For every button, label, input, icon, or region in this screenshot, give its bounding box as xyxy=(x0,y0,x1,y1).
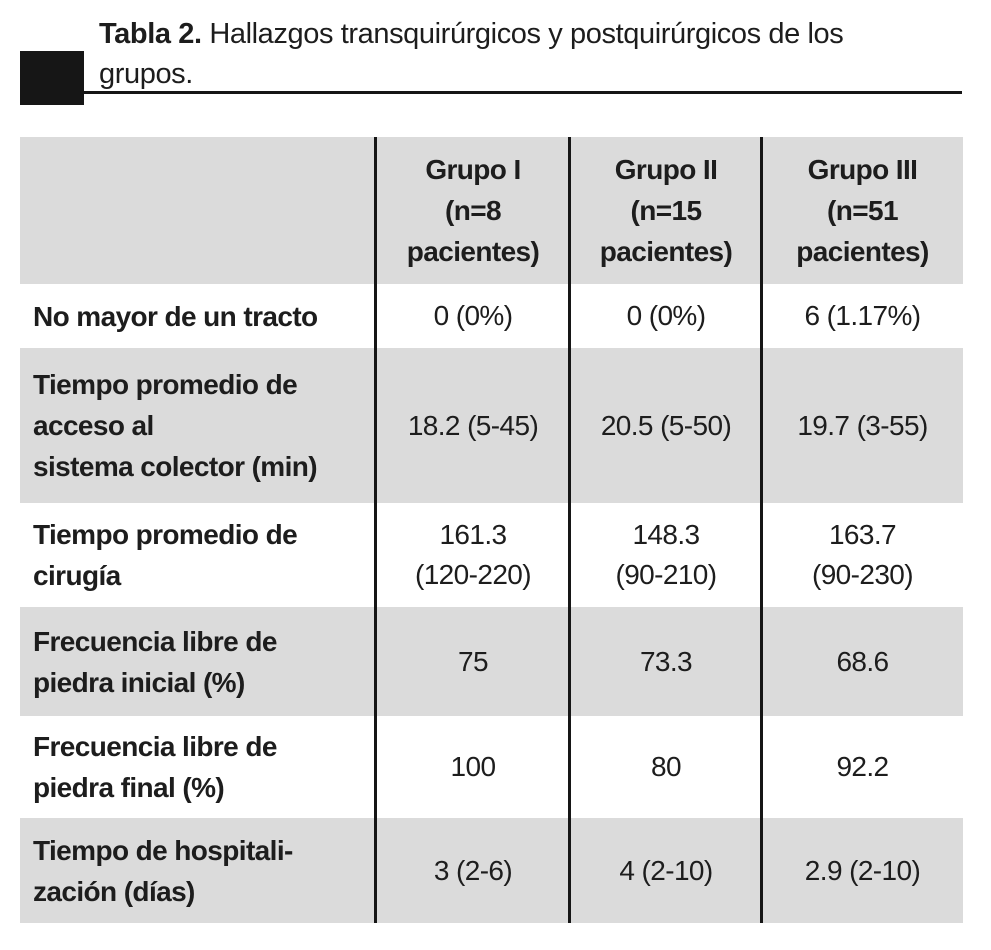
cell-value: 80 xyxy=(651,751,682,782)
row-label-tiempo-acceso: Tiempo promedio de acceso al sistema col… xyxy=(20,348,376,503)
row-label-tiempo-hospitalizacion: Tiempo de hospitali- zación (días) xyxy=(20,818,376,923)
table-caption-text-line1: Hallazgos transquirúrgicos y postquirúrg… xyxy=(209,18,844,50)
table-caption-number: Tabla 2. xyxy=(99,18,202,50)
cell-value: 2.9 (2-10) xyxy=(762,818,963,923)
column-separator-line xyxy=(760,137,763,923)
row-label-tiempo-cirugia: Tiempo promedio de cirugía xyxy=(33,519,298,591)
table-caption-text-line2: grupos. xyxy=(99,58,193,90)
cell-value: 0 (0%) xyxy=(433,300,513,331)
column-separator-line xyxy=(374,137,377,923)
cell-value: 6 (1.17%) xyxy=(804,300,922,331)
cell-value: 20.5 (5-50) xyxy=(570,348,762,503)
cell-value: 0 (0%) xyxy=(626,300,706,331)
cell-value: 148.3 (90-210) xyxy=(615,519,717,590)
row-label-no-mayor-tracto: No mayor de un tracto xyxy=(33,300,318,332)
cell-value: 75 xyxy=(376,607,570,716)
cell-value: 19.7 (3-55) xyxy=(762,348,963,503)
cell-value: 18.2 (5-45) xyxy=(376,348,570,503)
cell-value: 68.6 xyxy=(762,607,963,716)
caption-divider-rule xyxy=(84,91,962,94)
row-label-frecuencia-final: Frecuencia libre de piedra final (%) xyxy=(33,731,277,803)
cell-value: 100 xyxy=(450,751,497,782)
cell-value: 92.2 xyxy=(836,751,889,782)
results-table: Grupo I (n=8 pacientes) Grupo II (n=15 p… xyxy=(20,137,963,923)
cell-value: 163.7 (90-230) xyxy=(811,519,914,590)
row-label-frecuencia-inicial: Frecuencia libre de piedra inicial (%) xyxy=(20,607,376,716)
cell-value: 73.3 xyxy=(570,607,762,716)
cell-value: 4 (2-10) xyxy=(570,818,762,923)
section-marker-square xyxy=(20,51,84,105)
cell-value: 161.3 (120-220) xyxy=(414,519,532,590)
column-header-grupo-2: Grupo II (n=15 pacientes) xyxy=(570,137,762,284)
column-header-grupo-1: Grupo I (n=8 pacientes) xyxy=(376,137,570,284)
column-header-empty xyxy=(20,137,376,284)
cell-value: 3 (2-6) xyxy=(376,818,570,923)
column-separator-line xyxy=(568,137,571,923)
table-caption: Tabla 2. Hallazgos transquirúrgicos y po… xyxy=(99,14,975,94)
column-header-grupo-3: Grupo III (n=51 pacientes) xyxy=(762,137,963,284)
